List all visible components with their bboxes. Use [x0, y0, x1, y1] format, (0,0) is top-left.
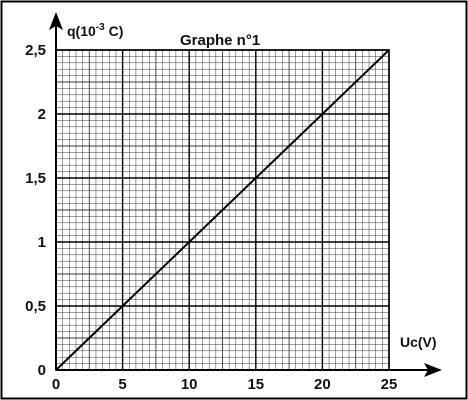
x-tick-labels: 0 5 10 15 20 25 [52, 376, 398, 393]
minor-grid [56, 50, 389, 370]
series-line [55, 49, 390, 371]
y-tick-label: 0,5 [25, 298, 46, 315]
y-tick-label: 0 [38, 362, 46, 379]
y-tick-label: 2,5 [25, 42, 46, 59]
y-axis-label: q(10-3 C) [67, 22, 123, 39]
y-axis-label-exponent: -3 [96, 22, 105, 33]
x-tick-label: 25 [381, 376, 398, 393]
x-tick-label: 15 [247, 376, 264, 393]
series-layer [55, 49, 390, 371]
chart-title: Graphe n°1 [180, 32, 260, 49]
x-tick-label: 10 [181, 376, 198, 393]
x-tick-label: 0 [52, 376, 60, 393]
y-axis-arrow-icon [49, 12, 63, 30]
y-axis-label-unit: C) [105, 23, 124, 39]
y-tick-label: 2 [38, 106, 46, 123]
x-axis-label: Uc(V) [400, 334, 437, 350]
y-tick-labels: 0 0,5 1 1,5 2 2,5 [25, 42, 46, 379]
x-axis-arrow-icon [424, 363, 442, 377]
y-axis-label-main: q(10 [67, 23, 96, 39]
y-tick-label: 1 [38, 234, 46, 251]
x-tick-label: 20 [314, 376, 331, 393]
y-tick-label: 1,5 [25, 170, 46, 187]
x-tick-label: 5 [118, 376, 126, 393]
